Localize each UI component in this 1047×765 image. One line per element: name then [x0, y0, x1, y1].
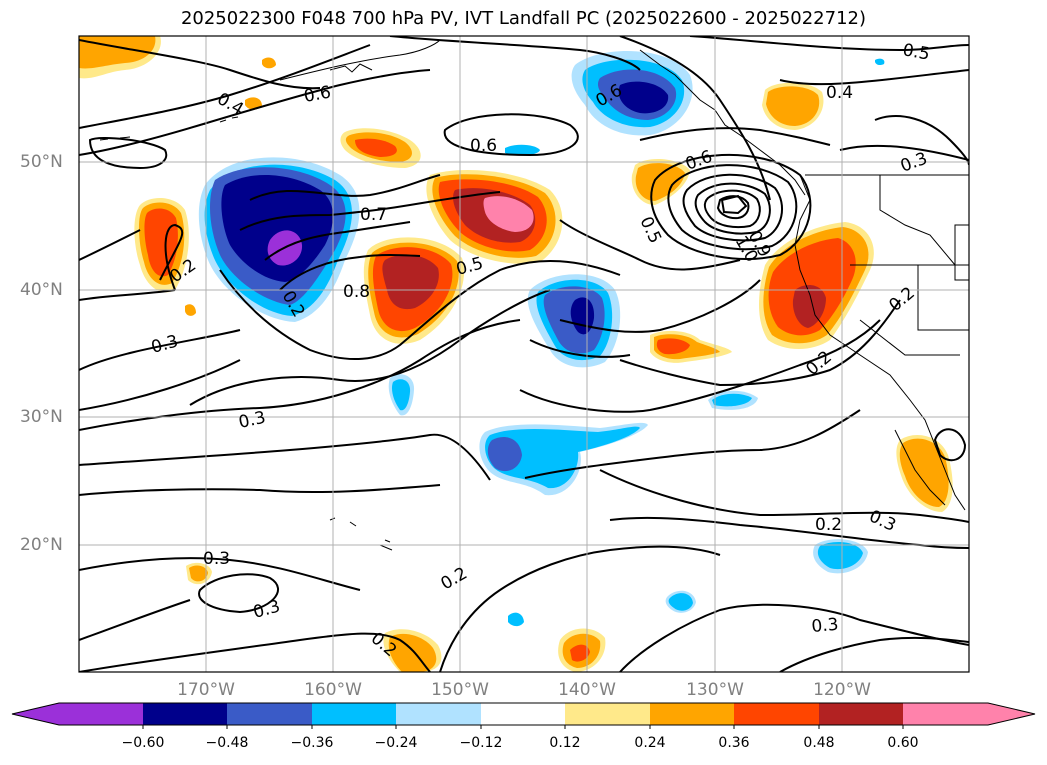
- mexico-border: [859, 319, 960, 356]
- negative-anomaly-subtropics: [388, 374, 868, 627]
- contour-label: 0.7: [360, 205, 387, 225]
- contour-line: [694, 182, 771, 235]
- contour-line: [79, 44, 371, 129]
- contour-label: 0.3: [811, 615, 840, 637]
- colorbar-tick-label: −0.36: [290, 735, 334, 751]
- contour-line: [619, 299, 901, 387]
- contour-line: [79, 632, 431, 672]
- contour-label: 0.4: [826, 83, 853, 103]
- colorbar-tick-label: −0.24: [374, 735, 418, 751]
- lon-label: 150°W: [431, 680, 489, 700]
- contour-line: [689, 36, 969, 52]
- contour-line: [88, 137, 168, 170]
- contour-line: [79, 599, 191, 641]
- colorbar-extend-min: [12, 703, 59, 725]
- contour-line: [443, 113, 579, 157]
- contour-line: [779, 69, 969, 86]
- lon-label: 170°W: [177, 680, 235, 700]
- graticule: [79, 36, 969, 672]
- contour-line: [79, 433, 491, 481]
- lat-label: 30°N: [20, 407, 63, 427]
- contour-line: [79, 359, 241, 411]
- contour-line: [559, 219, 741, 271]
- lat-label: 40°N: [20, 280, 63, 300]
- contour-lines: [79, 36, 969, 672]
- state-outline: [954, 224, 969, 281]
- contour-line: [839, 144, 969, 161]
- contour-line: [219, 259, 621, 361]
- contour-line: [79, 557, 361, 591]
- contour-line: [639, 127, 831, 146]
- contour-line: [682, 173, 783, 242]
- contour-line: [524, 409, 861, 479]
- contour-line: [439, 545, 721, 672]
- coastlines: [99, 39, 969, 551]
- contour-line: [159, 223, 184, 291]
- negative-anomaly-alaska: [505, 51, 693, 156]
- contour-line: [529, 339, 631, 358]
- contour-line: [703, 189, 761, 229]
- contour-line: [79, 69, 431, 156]
- contour-label: 0.6: [470, 136, 497, 156]
- us-mexico-coast: [794, 174, 966, 511]
- colorbar-tick-label: −0.60: [121, 735, 165, 751]
- contour-line: [79, 229, 141, 261]
- colorbar-tick-label: 0.48: [803, 735, 835, 751]
- contour-line: [279, 254, 421, 291]
- colorbar-tick-label: 0.24: [634, 735, 666, 751]
- negative-anomaly-west: [198, 157, 360, 322]
- contour-label: 0.5: [901, 40, 931, 64]
- contour-line: [933, 428, 967, 462]
- alaska-peninsula-coast: [279, 39, 441, 81]
- colorbar-tick-label: −0.48: [205, 735, 249, 751]
- colorbar-tick-label: 0.12: [549, 735, 581, 751]
- contour-line: [264, 221, 411, 261]
- contour-line: [198, 573, 280, 614]
- contour-line: [239, 191, 501, 231]
- baja-coast: [894, 429, 946, 506]
- lon-label: 140°W: [558, 680, 616, 700]
- contour-line: [79, 484, 441, 496]
- lat-label: 50°N: [20, 152, 63, 172]
- bc-coast: [639, 49, 806, 196]
- contour-line: [599, 469, 969, 523]
- aleutian-islands: [329, 63, 373, 73]
- contour-line: [79, 329, 241, 371]
- contour-label: 0.8: [343, 282, 370, 302]
- contour-line: [720, 194, 748, 215]
- contour-line: [389, 36, 641, 71]
- contour-line: [79, 39, 321, 90]
- lon-label: 120°W: [813, 680, 871, 700]
- state-borders-2: [850, 264, 969, 331]
- contour-label: 0.3: [203, 549, 230, 569]
- aleutian-islands-west: [99, 116, 239, 141]
- contour-line: [249, 174, 441, 201]
- map-title: 2025022300 F048 700 hPa PV, IVT Landfall…: [180, 8, 867, 29]
- colorbar-extend-max: [988, 703, 1035, 725]
- contour-line: [619, 36, 771, 201]
- contour-line: [779, 636, 969, 672]
- contour-line: [609, 516, 969, 549]
- lat-label: 20°N: [20, 535, 63, 555]
- contour-line: [619, 603, 969, 672]
- colorbar-tick-label: 0.60: [887, 735, 919, 751]
- contour-line: [650, 153, 812, 260]
- colorbar-tick-label: −0.12: [459, 735, 503, 751]
- map-frame: [78, 35, 970, 673]
- lon-label: 130°W: [686, 680, 744, 700]
- negative-anomaly-central: [527, 274, 621, 368]
- colorbar-tick-label: 0.36: [718, 735, 750, 751]
- colorbar: [11, 702, 1036, 729]
- contour-line: [667, 164, 798, 251]
- lon-label: 160°W: [304, 680, 362, 700]
- contour-line: [79, 289, 176, 301]
- contour-line: [559, 279, 761, 333]
- contour-label: 0.2: [815, 515, 842, 535]
- contour-label: 0.6: [302, 83, 332, 107]
